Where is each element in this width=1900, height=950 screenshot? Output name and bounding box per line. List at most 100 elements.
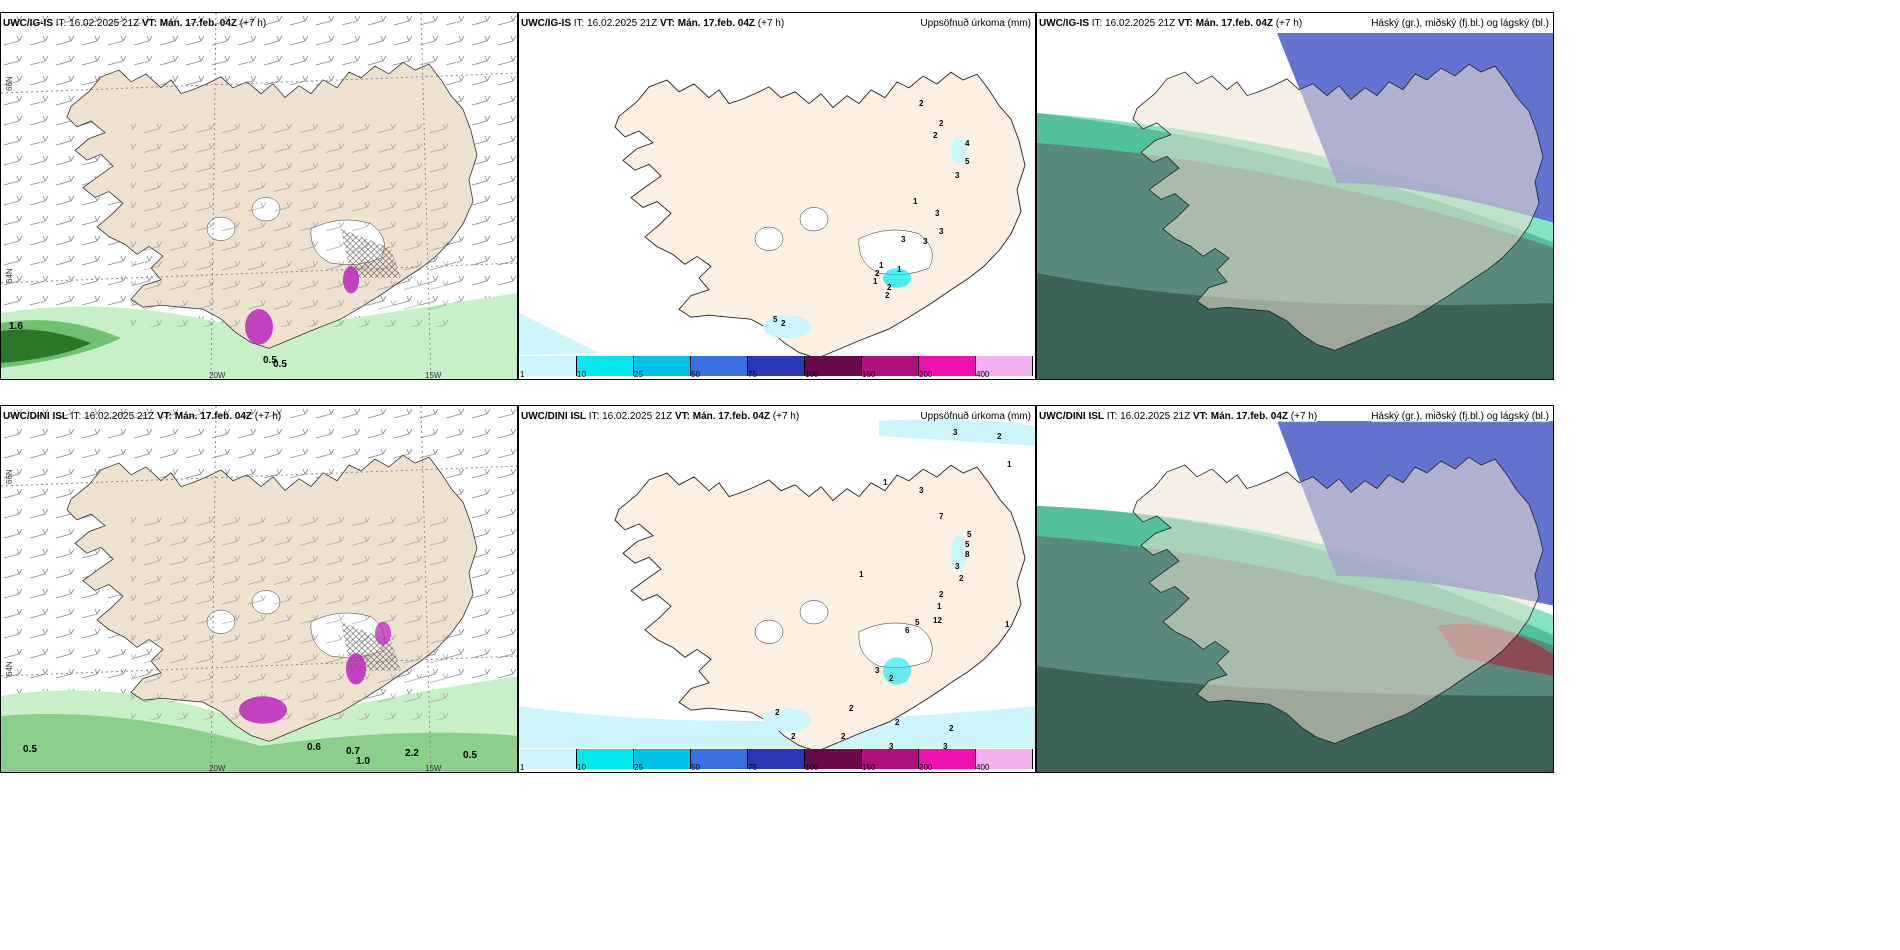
colorbar-swatch xyxy=(976,749,1033,769)
precip-south xyxy=(763,315,811,339)
snow-value: 0.7 xyxy=(346,746,360,757)
precip-max-south xyxy=(245,309,273,345)
panel-title: UWC/DINI ISL IT: 16.02.2025 21Z VT: Mán.… xyxy=(1039,411,1318,422)
colorbar-ticks: 1 10 25 50 75 100 150 200 400 xyxy=(520,763,1033,772)
colorbar-tick: 75 xyxy=(748,370,757,379)
panel-clouds-igis: UWC/IG-IS IT: 16.02.2025 21Z VT: Mán. 17… xyxy=(1036,12,1554,380)
snow-value: 0.5 xyxy=(463,750,477,761)
precip-value: 4 xyxy=(965,139,970,148)
panel-wind-snow-dini: UWC/DINI ISL IT: 16.02.2025 21Z VT: Mán.… xyxy=(0,405,518,773)
precip-value: 5 xyxy=(967,530,972,539)
precip-value: 2 xyxy=(919,99,924,108)
precip-value: 8 xyxy=(965,550,970,559)
colorbar-swatch xyxy=(805,356,862,376)
precip-value: 2 xyxy=(791,732,796,741)
precip-value: 2 xyxy=(949,724,954,733)
colorbar-tick: 200 xyxy=(919,370,933,379)
panel-clouds-dini: UWC/DINI ISL IT: 16.02.2025 21Z VT: Mán.… xyxy=(1036,405,1554,773)
precip-value: 5 xyxy=(965,157,970,166)
colorbar-tick: 150 xyxy=(862,763,876,772)
precip-value: 1 xyxy=(1007,460,1012,469)
precip-value: 3 xyxy=(955,562,960,571)
colorbar-tick: 150 xyxy=(862,370,876,379)
precip-value: 2 xyxy=(933,131,938,140)
panel-title: UWC/IG-IS IT: 16.02.2025 21Z VT: Mán. 17… xyxy=(3,18,267,29)
lon-label-20: 20W xyxy=(209,764,226,773)
precip-value: 2 xyxy=(889,674,894,683)
colorbar-tick: 100 xyxy=(805,370,819,379)
precip-value: 2 xyxy=(781,319,786,328)
precip-southeast xyxy=(883,268,911,288)
precip-value: 1 xyxy=(1005,620,1010,629)
panel-title: UWC/DINI ISL IT: 16.02.2025 21Z VT: Mán.… xyxy=(521,411,800,422)
map-precip xyxy=(519,13,1035,379)
colorbar-tick: 50 xyxy=(691,763,700,772)
colorbar-tick: 1 xyxy=(520,370,525,379)
precip-value: 2 xyxy=(841,732,846,741)
precip-value: 5 xyxy=(965,540,970,549)
colorbar-swatch xyxy=(919,749,976,769)
precip-value: 3 xyxy=(955,171,960,180)
snow-value: 2.2 xyxy=(405,748,419,759)
colorbar-swatch xyxy=(748,749,805,769)
colorbar-tick: 10 xyxy=(577,370,586,379)
precip-value: 3 xyxy=(875,666,880,675)
precip-value: 3 xyxy=(935,209,940,218)
precip-value: 2 xyxy=(885,291,890,300)
precip-max-south xyxy=(239,696,287,724)
precip-value: 12 xyxy=(933,616,942,625)
panel-title: UWC/IG-IS IT: 16.02.2025 21Z VT: Mán. 17… xyxy=(521,18,785,29)
precip-value: 2 xyxy=(939,590,944,599)
panel-label: Uppsöfnuð úrkoma (mm) xyxy=(920,18,1031,29)
colorbar-ticks: 1 10 25 50 75 100 150 200 400 xyxy=(520,370,1033,379)
panel-label: Háský (gr.), miðský (fj.bl.) og lágský (… xyxy=(1371,18,1549,29)
colorbar-swatch xyxy=(805,749,862,769)
colorbar-tick: 10 xyxy=(577,763,586,772)
precip-value: 2 xyxy=(875,269,880,278)
precip-value: 1 xyxy=(859,570,864,579)
map-clouds xyxy=(1037,13,1553,379)
precip-max-east xyxy=(346,653,366,685)
colorbar xyxy=(520,356,1033,376)
snow-mid xyxy=(1,714,517,772)
precip-value: 7 xyxy=(939,512,944,521)
colorbar-tick: 25 xyxy=(634,370,643,379)
snow-value: 0.5 xyxy=(23,744,37,755)
colorbar-swatch xyxy=(520,356,577,376)
colorbar-swatch xyxy=(919,356,976,376)
snow-value: 1.6 xyxy=(9,321,23,332)
colorbar-tick: 400 xyxy=(976,370,990,379)
precip-value: 3 xyxy=(953,428,958,437)
map-wind-snow xyxy=(1,406,517,772)
colorbar-swatch xyxy=(634,749,691,769)
precip-value: 1 xyxy=(937,602,942,611)
colorbar-swatch xyxy=(862,356,919,376)
lon-label-15: 15W xyxy=(425,764,442,773)
precip-value: 1 xyxy=(897,265,902,274)
colorbar xyxy=(520,749,1033,769)
colorbar-swatch xyxy=(634,356,691,376)
precip-value: 2 xyxy=(939,119,944,128)
colorbar-tick: 400 xyxy=(976,763,990,772)
snow-value: 0.5 xyxy=(263,355,277,366)
panel-precip-dini: UWC/DINI ISL IT: 16.02.2025 21Z VT: Mán.… xyxy=(518,405,1036,773)
lat-label-66: 66N xyxy=(5,76,14,91)
snow-value: 0.6 xyxy=(307,742,321,753)
panel-precip-igis: UWC/IG-IS IT: 16.02.2025 21Z VT: Mán. 17… xyxy=(518,12,1036,380)
colorbar-swatch xyxy=(862,749,919,769)
precip-value: 2 xyxy=(887,283,892,292)
lat-label-64: 64N xyxy=(5,661,14,676)
colorbar-swatch xyxy=(748,356,805,376)
precip-value: 2 xyxy=(849,704,854,713)
panel-label: Háský (gr.), miðský (fj.bl.) og lágský (… xyxy=(1371,411,1549,422)
precip-value: 5 xyxy=(915,618,920,627)
panel-label: Uppsöfnuð úrkoma (mm) xyxy=(920,411,1031,422)
colorbar-tick: 25 xyxy=(634,763,643,772)
colorbar-tick: 200 xyxy=(919,763,933,772)
precip-value: 2 xyxy=(997,432,1002,441)
precip-value: 2 xyxy=(895,718,900,727)
map-clouds xyxy=(1037,406,1553,772)
precip-value: 2 xyxy=(959,574,964,583)
map-precip xyxy=(519,406,1035,772)
precip-value: 3 xyxy=(919,486,924,495)
